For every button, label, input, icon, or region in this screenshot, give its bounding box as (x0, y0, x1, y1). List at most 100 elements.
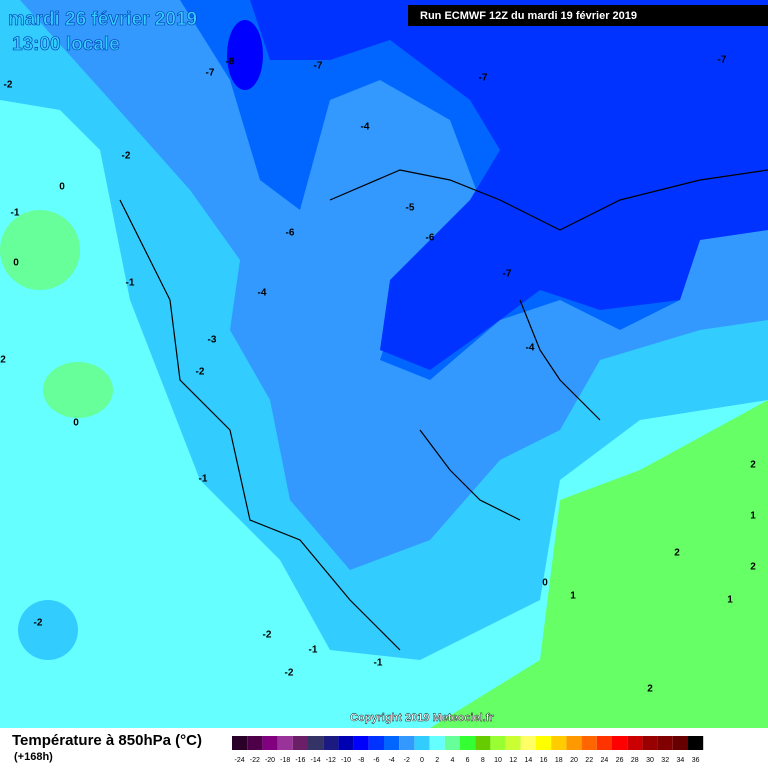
contour-label: 1 (570, 591, 576, 602)
scale-swatch (308, 736, 324, 750)
scale-swatch (338, 736, 354, 750)
scale-swatch (596, 736, 612, 750)
contour-label: -1 (11, 208, 20, 219)
scale-swatch (642, 736, 658, 750)
contour-label: -7 (479, 73, 488, 84)
scale-label: 26 (616, 757, 624, 764)
contour-label: 1 (750, 511, 756, 522)
region-warm (0, 210, 80, 290)
contour-label: -7 (503, 269, 512, 280)
contour-label: 2 (647, 684, 653, 695)
scale-label: 6 (466, 757, 470, 764)
scale-swatch (490, 736, 506, 750)
contour-label: -1 (199, 474, 208, 485)
scale-swatch (581, 736, 597, 750)
scale-swatch (551, 736, 567, 750)
contour-label: -2 (122, 151, 131, 162)
scale-label: 8 (481, 757, 485, 764)
scale-label: -2 (404, 757, 410, 764)
scale-label: 4 (450, 757, 454, 764)
contour-label: -6 (426, 233, 435, 244)
contour-label: -4 (258, 288, 267, 299)
scale-label: 34 (677, 757, 685, 764)
contour-label: 0 (542, 578, 548, 589)
contour-label: 0 (59, 182, 65, 193)
scale-label: 2 (435, 757, 439, 764)
contour-label: -6 (286, 228, 295, 239)
scale-label: -14 (311, 757, 321, 764)
scale-swatch (688, 736, 704, 750)
scale-label: -10 (341, 757, 351, 764)
scale-label: -4 (388, 757, 394, 764)
scale-label: -24 (235, 757, 245, 764)
copyright: Copyright 2019 Meteociel.fr (350, 712, 494, 724)
scale-label: 30 (646, 757, 654, 764)
scale-label: 10 (494, 757, 502, 764)
region-warm (430, 400, 768, 728)
scale-swatch (536, 736, 552, 750)
footer-subtitle: (+168h) (14, 751, 53, 763)
scale-label: -22 (250, 757, 260, 764)
scale-swatch (277, 736, 293, 750)
contour-label: 1 (727, 595, 733, 606)
contour-label: -8 (226, 57, 235, 68)
contour-label: -2 (4, 80, 13, 91)
contour-label: -2 (285, 668, 294, 679)
scale-swatch (368, 736, 384, 750)
contour-label: -7 (206, 68, 215, 79)
scale-swatch (384, 736, 400, 750)
contour-label: -2 (34, 618, 43, 629)
contour-label: -1 (309, 645, 318, 656)
contour-label: 0 (73, 418, 79, 429)
scale-swatch (429, 736, 445, 750)
contour-label: -4 (361, 122, 370, 133)
contour-label: 2 (674, 548, 680, 559)
scale-swatch (505, 736, 521, 750)
scale-swatch (353, 736, 369, 750)
contour-label: -1 (126, 278, 135, 289)
scale-label: 32 (661, 757, 669, 764)
contour-label: -5 (406, 203, 415, 214)
scale-label: 18 (555, 757, 563, 764)
scale-swatch (414, 736, 430, 750)
contour-label: 2 (0, 355, 6, 366)
scale-swatch (657, 736, 673, 750)
scale-swatch (262, 736, 278, 750)
date: mardi 26 février 2019 (8, 9, 197, 30)
contour-label: -2 (263, 630, 272, 641)
scale-swatch (612, 736, 628, 750)
scale-label: -6 (373, 757, 379, 764)
contour-label: 2 (750, 460, 756, 471)
scale-swatch (399, 736, 415, 750)
scale-swatch (460, 736, 476, 750)
region-coldest (250, 0, 768, 370)
contour-label: -4 (526, 343, 535, 354)
scale-label: 28 (631, 757, 639, 764)
scale-label: 16 (540, 757, 548, 764)
scale-label: 0 (420, 757, 424, 764)
contour-label: -3 (208, 335, 217, 346)
scale-swatch (232, 736, 248, 750)
scale-label: 14 (525, 757, 533, 764)
contour-label: -2 (196, 367, 205, 378)
run-info: Run ECMWF 12Z du mardi 19 février 2019 (420, 10, 637, 22)
scale-label: -12 (326, 757, 336, 764)
scale-label: 36 (692, 757, 700, 764)
contour-label: -1 (374, 658, 383, 669)
scale-label: -20 (265, 757, 275, 764)
scale-swatch (566, 736, 582, 750)
contour-label: 2 (750, 562, 756, 573)
scale-label: 22 (585, 757, 593, 764)
contour-label: -7 (314, 61, 323, 72)
scale-label: -8 (358, 757, 364, 764)
scale-label: 12 (509, 757, 517, 764)
color-scale: -24 -22 -20 -18 -16 -14 -12 -10 -8 -6 -4 -2 0 2 4 6 8 10 1… (232, 736, 704, 764)
region-min (227, 20, 263, 90)
scale-swatch (247, 736, 263, 750)
scale-swatch (475, 736, 491, 750)
footer-title: Température à 850hPa (°C) (12, 732, 202, 749)
scale-swatch (627, 736, 643, 750)
scale-swatch (520, 736, 536, 750)
